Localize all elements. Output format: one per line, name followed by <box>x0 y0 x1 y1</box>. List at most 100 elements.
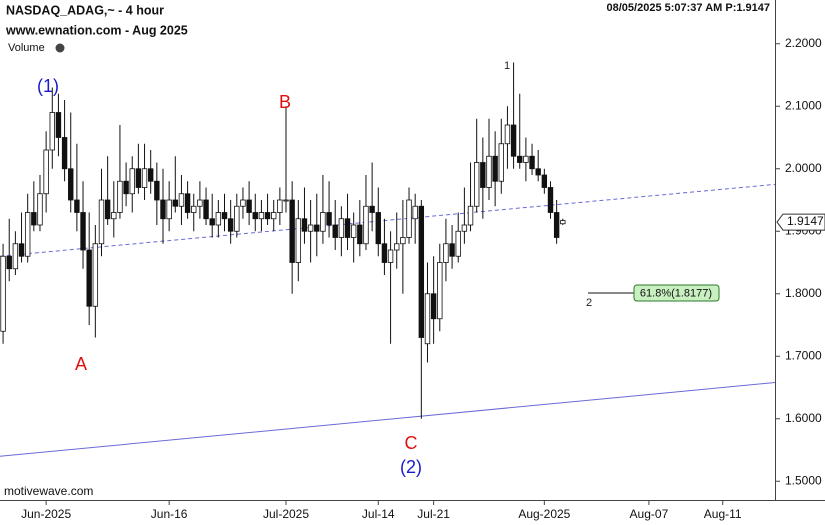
candle-body <box>510 124 517 157</box>
candle-body <box>529 155 535 170</box>
candle-body <box>307 224 314 232</box>
candle-body <box>387 249 394 263</box>
x-tick-label: Jun-16 <box>151 507 188 521</box>
candle-body <box>289 199 295 263</box>
candle-body <box>203 199 209 220</box>
candle-body <box>172 199 178 207</box>
candle-body <box>473 162 480 207</box>
wave-label: B <box>279 92 291 112</box>
candle-body <box>74 199 80 213</box>
candle-body <box>234 205 240 232</box>
candle-body <box>418 205 425 338</box>
x-tick-label: Aug-07 <box>630 507 669 521</box>
candle-body <box>12 243 19 270</box>
chart-title: NASDAQ_ADAG,~ - 4 hour <box>6 3 164 17</box>
candle-body <box>430 293 437 320</box>
candle-body <box>264 212 271 220</box>
candle-body <box>104 199 111 220</box>
wave-label: 2 <box>586 297 592 309</box>
candle-body <box>178 193 185 207</box>
candle-body <box>486 155 492 188</box>
settings-icon[interactable] <box>55 43 65 53</box>
candle-body <box>332 224 338 238</box>
candle-body <box>117 180 123 213</box>
candle-body <box>18 243 25 257</box>
candle-body <box>246 199 252 213</box>
indicator-label: Volume <box>8 42 45 54</box>
candle-body <box>252 212 258 220</box>
candle-body <box>147 168 154 182</box>
candle-body <box>49 112 55 151</box>
candle-body <box>326 212 332 226</box>
trendline <box>0 382 776 457</box>
trendline <box>0 183 776 257</box>
candle-body <box>61 137 68 170</box>
y-tick-label: 2.2000 <box>785 36 822 50</box>
timestamp: 08/05/2025 5:07:37 AM P:1.9147 <box>607 2 770 14</box>
candle-body <box>215 212 222 226</box>
candle-body <box>363 205 369 245</box>
candle-body <box>98 199 105 245</box>
wave-label: (1) <box>37 76 59 96</box>
candle-body <box>560 220 566 225</box>
wave-label: 1 <box>504 60 510 72</box>
y-tick-label: 1.7000 <box>785 348 822 362</box>
candle-body <box>504 124 511 145</box>
chart-subtitle: www.ewnation.com - Aug 2025 <box>5 23 188 37</box>
candle-body <box>184 193 191 213</box>
candle-body <box>0 255 6 332</box>
x-tick-label: Aug-11 <box>704 507 742 521</box>
candle-body <box>160 199 166 220</box>
candle-body <box>277 199 283 213</box>
candle-body <box>271 212 277 220</box>
candle-body <box>437 262 443 320</box>
candle-body <box>541 174 548 188</box>
candle-body <box>166 199 172 220</box>
last-price-label: 1.9147 <box>787 214 824 228</box>
candle-body <box>197 199 203 207</box>
candle-body <box>498 143 504 182</box>
candle-body <box>295 218 302 263</box>
y-tick-label: 2.0000 <box>785 161 822 175</box>
x-tick-label: Aug-2025 <box>518 507 570 521</box>
candle-body <box>553 212 560 238</box>
candle-body <box>357 224 363 245</box>
candle-body <box>24 212 31 257</box>
fib-label: 61.8%(1.8177) <box>640 287 712 299</box>
candle-body <box>461 224 468 232</box>
x-tick-label: Jul-14 <box>362 507 395 521</box>
candle-body <box>37 193 43 226</box>
candle-body <box>547 187 554 213</box>
y-tick-label: 1.5000 <box>785 473 822 487</box>
candle-body <box>381 243 388 263</box>
candle-body <box>467 205 474 226</box>
candle-body <box>480 162 486 188</box>
candle-body <box>258 212 265 220</box>
candle-body <box>227 218 234 232</box>
candle-body <box>350 224 357 238</box>
x-tick-label: Jun-2025 <box>21 507 71 521</box>
wave-label: (2) <box>400 457 422 477</box>
candle-body <box>123 180 129 195</box>
last-price-box <box>776 213 825 231</box>
candle-body <box>283 199 289 202</box>
candle-body <box>394 243 400 251</box>
candle-body <box>129 168 135 195</box>
fib-box <box>633 284 720 302</box>
candle-body <box>141 168 148 188</box>
candle-body <box>369 205 375 213</box>
candle-body <box>135 168 142 188</box>
candle-body <box>517 155 523 163</box>
candle-body <box>111 212 117 220</box>
candle-body <box>455 230 461 257</box>
candle-body <box>154 180 160 201</box>
candle-body <box>344 218 351 238</box>
candle-body <box>492 155 498 182</box>
candle-body <box>86 249 92 307</box>
candle-body <box>68 168 74 201</box>
y-tick-label: 2.1000 <box>785 98 822 112</box>
wave-label: C <box>405 433 418 453</box>
candle-body <box>535 168 541 176</box>
